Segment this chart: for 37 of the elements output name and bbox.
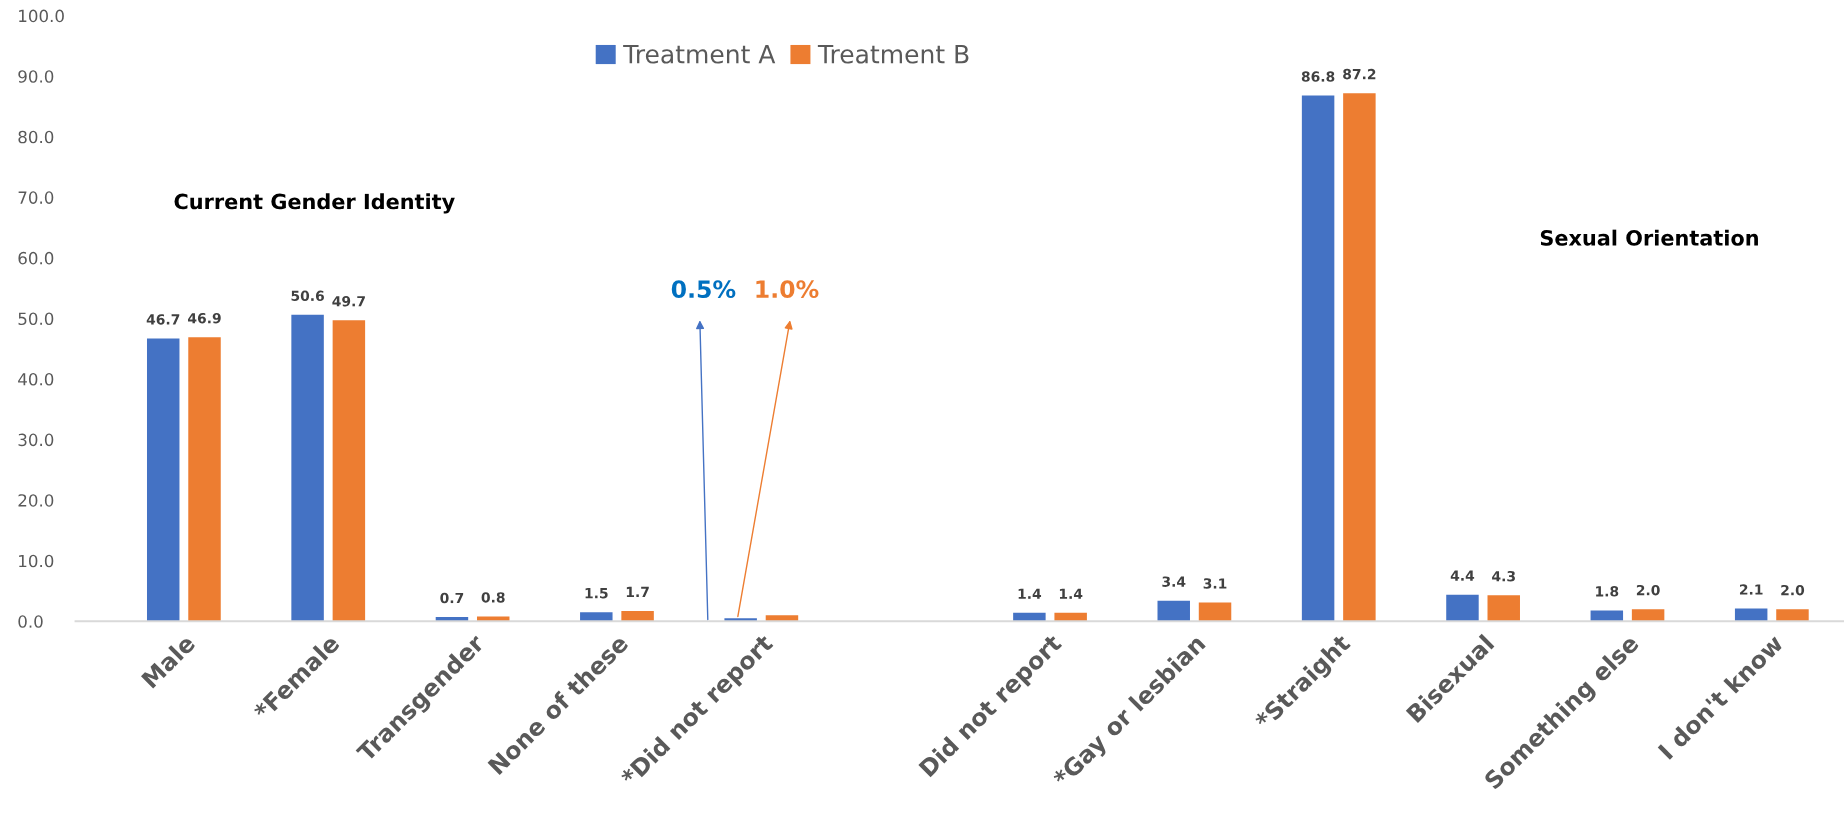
data-label: 0.8	[481, 592, 505, 603]
data-label: 4.3	[1492, 570, 1515, 582]
data-label: 2.0	[1781, 584, 1805, 596]
data-label: 1.5	[585, 588, 608, 599]
annotation: Current Gender Identity	[174, 193, 455, 214]
data-label: 2.1	[1739, 584, 1763, 595]
data-label: 3.4	[1162, 576, 1186, 587]
data-label: 0.7	[440, 592, 464, 604]
y-tick-label: 60.0	[18, 251, 54, 265]
legend-label: Treatment A	[623, 44, 776, 64]
y-tick-label: 80.0	[18, 130, 54, 144]
data-label: 2.0	[1636, 584, 1660, 596]
data-label: 50.6	[291, 290, 324, 302]
y-tick-label: 50.0	[18, 312, 54, 326]
data-label: 86.8	[1301, 71, 1335, 82]
data-label: 3.1	[1203, 578, 1227, 589]
data-label: 46.9	[188, 312, 221, 324]
y-tick-label: 70.0	[18, 191, 54, 204]
data-label: 46.7	[146, 314, 180, 325]
annotation: 1.0%	[756, 280, 819, 299]
data-label: 4.4	[1450, 570, 1475, 581]
y-tick-label: 10.0	[19, 554, 54, 568]
legend-label: Treatment B	[817, 44, 969, 64]
data-label: 1.4	[1059, 588, 1083, 599]
annotation: Sexual Orientation	[1540, 229, 1758, 246]
data-label: 49.7	[332, 296, 365, 307]
y-tick-label: 40.0	[18, 373, 54, 386]
data-label: 1.7	[626, 586, 649, 597]
annotation: 0.5%	[671, 280, 736, 299]
y-tick-label: 0.0	[18, 615, 43, 628]
y-tick-label: 30.0	[18, 433, 54, 447]
y-tick-label: 100.0	[19, 9, 64, 23]
y-tick-label: 20.0	[18, 494, 54, 507]
data-label: 87.2	[1343, 68, 1376, 80]
data-label: 1.4	[1018, 588, 1042, 599]
y-tick-label: 90.0	[18, 70, 54, 83]
data-label: 1.8	[1596, 586, 1619, 597]
